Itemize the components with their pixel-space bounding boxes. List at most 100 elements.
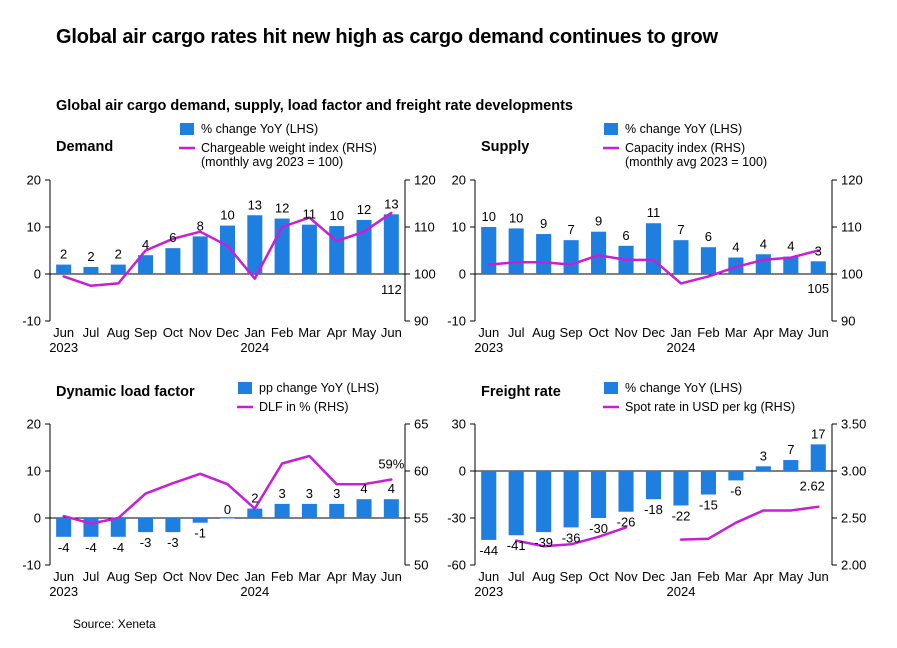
left-axis-tick-label: 20 bbox=[452, 173, 466, 188]
bar bbox=[138, 518, 154, 533]
right-axis-tick-label: 55 bbox=[414, 511, 428, 526]
bar bbox=[247, 508, 263, 518]
bar bbox=[83, 266, 99, 274]
bar-value-label: 3 bbox=[306, 486, 313, 501]
x-axis-tick-label: Nov bbox=[614, 325, 638, 340]
x-axis-tick-label: Jul bbox=[83, 325, 100, 340]
x-axis-tick-label: Aug bbox=[107, 569, 130, 584]
right-axis-tick-label: 120 bbox=[414, 173, 436, 188]
x-axis-tick-label: Dec bbox=[216, 569, 240, 584]
right-axis-tick-label: 110 bbox=[841, 220, 862, 235]
x-axis-tick-label: Nov bbox=[614, 569, 638, 584]
bar-value-label: 2 bbox=[251, 491, 258, 506]
legend-bar-swatch bbox=[604, 123, 618, 135]
bar bbox=[192, 236, 208, 274]
source-note: Source: Xeneta bbox=[73, 617, 156, 631]
bar bbox=[618, 471, 634, 512]
bar-value-label: 13 bbox=[384, 196, 398, 211]
series-line bbox=[62, 454, 393, 525]
right-axis-tick-label: 100 bbox=[414, 267, 436, 282]
bar-value-label: 12 bbox=[275, 201, 289, 216]
bar bbox=[138, 255, 154, 274]
bar-value-label: 9 bbox=[595, 214, 602, 229]
bar-value-label: -26 bbox=[617, 515, 636, 530]
bar-value-label: 0 bbox=[224, 502, 231, 517]
left-axis-tick-label: 0 bbox=[459, 267, 466, 282]
year-label: 2023 bbox=[474, 340, 503, 355]
chart-title: Dynamic load factor bbox=[56, 384, 195, 400]
right-axis-tick-label: 120 bbox=[841, 173, 863, 188]
x-axis-tick-label: Jun bbox=[808, 569, 829, 584]
bar bbox=[165, 248, 181, 274]
legend-line-label: Capacity index (RHS) bbox=[625, 141, 745, 155]
x-axis-tick-label: Jul bbox=[508, 569, 525, 584]
x-axis-tick-label: Oct bbox=[588, 569, 609, 584]
x-axis-tick-label: Sep bbox=[560, 325, 583, 340]
legend-bar-label: % change YoY (LHS) bbox=[201, 122, 318, 136]
bar bbox=[383, 214, 399, 274]
x-axis-tick-label: Jan bbox=[244, 325, 265, 340]
left-axis-tick-label: 0 bbox=[34, 267, 41, 282]
x-axis-tick-label: May bbox=[352, 569, 377, 584]
bar bbox=[645, 471, 662, 500]
left-axis-tick-label: 20 bbox=[27, 173, 41, 188]
x-axis-tick-label: Sep bbox=[134, 569, 157, 584]
bar bbox=[481, 227, 497, 274]
bar-value-label: 6 bbox=[705, 229, 712, 244]
bar bbox=[274, 503, 290, 518]
left-axis-tick-label: -10 bbox=[22, 558, 41, 573]
right-axis-tick-label: 2.50 bbox=[841, 511, 866, 526]
bar-value-label: -39 bbox=[534, 535, 553, 550]
bar bbox=[481, 471, 497, 540]
x-axis-tick-label: Jul bbox=[83, 569, 100, 584]
x-axis-tick-label: Nov bbox=[189, 569, 213, 584]
right-axis-tick-label: 3.00 bbox=[841, 464, 866, 479]
x-axis-tick-label: Apr bbox=[327, 569, 348, 584]
page-title: Global air cargo rates hit new high as c… bbox=[56, 26, 718, 48]
bar-value-label: -15 bbox=[699, 498, 718, 513]
x-axis-tick-label: May bbox=[779, 325, 804, 340]
bar-value-label: 4 bbox=[388, 481, 395, 496]
left-axis-tick-label: -10 bbox=[447, 314, 466, 329]
bar-value-label: 6 bbox=[622, 228, 629, 243]
bar bbox=[536, 234, 552, 274]
bar-value-label: 9 bbox=[540, 216, 547, 231]
legend-line-label: (monthly avg 2023 = 100) bbox=[201, 155, 343, 169]
bar-value-label: -6 bbox=[730, 483, 742, 498]
bar bbox=[783, 460, 799, 471]
x-axis-tick-label: Jul bbox=[508, 325, 525, 340]
bar-value-label: 2 bbox=[60, 247, 67, 262]
right-axis-tick-label: 60 bbox=[414, 464, 428, 479]
chart-title: Demand bbox=[56, 139, 113, 155]
x-axis-tick-label: Jun bbox=[808, 325, 829, 340]
x-axis-tick-label: Mar bbox=[725, 325, 748, 340]
bar bbox=[755, 466, 771, 471]
legend-line-label: (monthly avg 2023 = 100) bbox=[625, 155, 767, 169]
right-axis-tick-label: 3.50 bbox=[841, 417, 866, 432]
left-axis-tick-label: -60 bbox=[447, 558, 466, 573]
bar-value-label: -30 bbox=[589, 521, 608, 536]
x-axis-tick-label: Oct bbox=[163, 569, 184, 584]
left-axis-tick-label: 30 bbox=[452, 417, 466, 432]
x-axis-tick-label: Aug bbox=[107, 325, 130, 340]
bar bbox=[728, 471, 744, 481]
year-label: 2023 bbox=[49, 584, 78, 599]
x-axis-tick-label: May bbox=[352, 325, 377, 340]
bar bbox=[356, 499, 372, 518]
left-axis-tick-label: 0 bbox=[459, 464, 466, 479]
bar-value-label: 3 bbox=[278, 486, 285, 501]
bar-value-label: 8 bbox=[197, 218, 204, 233]
x-axis-tick-label: Mar bbox=[725, 569, 748, 584]
page-subtitle: Global air cargo demand, supply, load fa… bbox=[56, 98, 574, 114]
line-end-label: 2.62 bbox=[800, 479, 825, 494]
bar-value-label: 11 bbox=[647, 205, 661, 220]
year-label: 2024 bbox=[240, 584, 269, 599]
bar-value-label: 3 bbox=[333, 486, 340, 501]
x-axis-tick-label: Apr bbox=[753, 325, 774, 340]
right-axis-tick-label: 90 bbox=[414, 314, 428, 329]
year-label: 2023 bbox=[474, 584, 503, 599]
bar bbox=[508, 228, 524, 274]
legend-line-label: Chargeable weight index (RHS) bbox=[201, 141, 377, 155]
x-axis-tick-label: Jan bbox=[244, 569, 265, 584]
x-axis-tick-label: Nov bbox=[189, 325, 213, 340]
